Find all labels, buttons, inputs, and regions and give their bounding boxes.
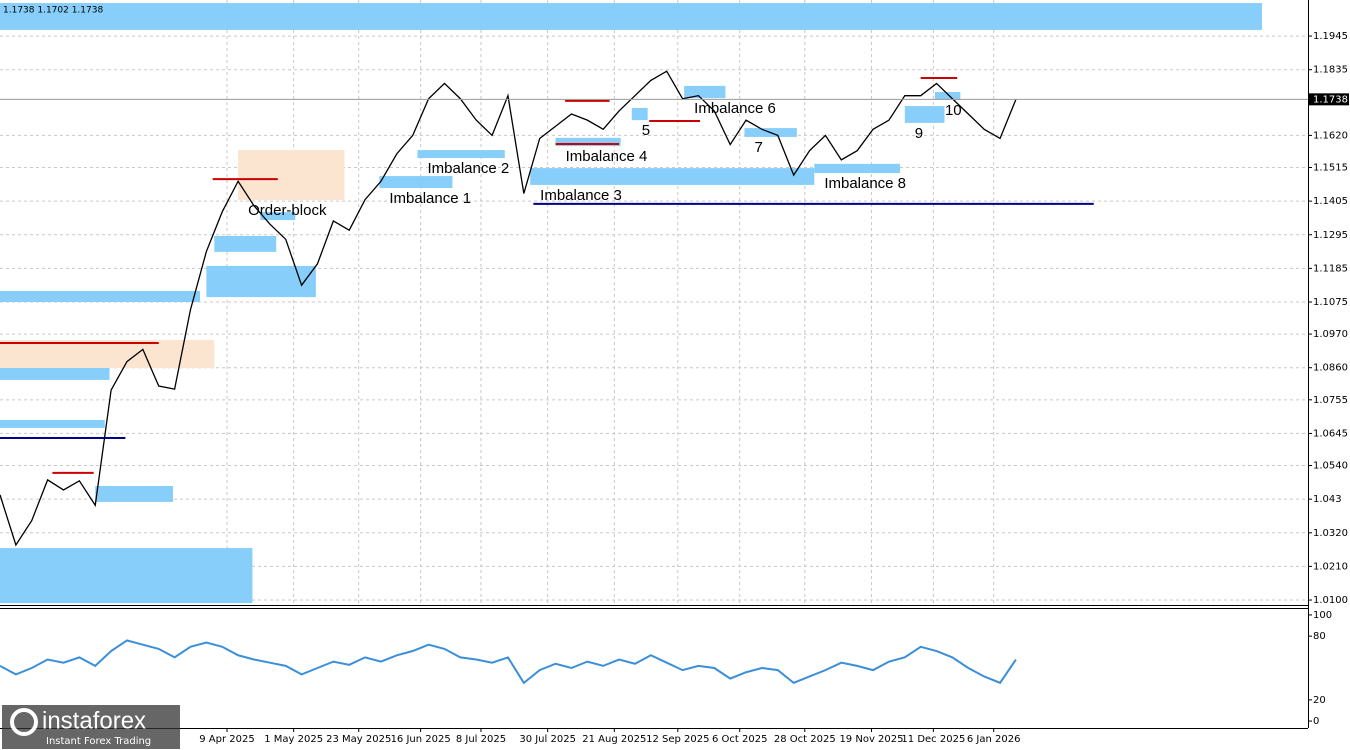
series-line — [0, 70, 1017, 547]
y-tick-label: 0 — [1313, 716, 1319, 727]
x-tick-label: 19 Nov 2025 — [839, 734, 903, 745]
zone — [934, 92, 961, 100]
zone — [0, 339, 215, 369]
zone — [379, 176, 453, 188]
zone-label: Imbalance 2 — [427, 160, 509, 177]
watermark-brand: instaforex — [42, 707, 146, 734]
zone-label: Imbalance 8 — [824, 175, 906, 192]
zone — [684, 85, 726, 99]
x-tick-label: 1 May 2025 — [264, 734, 323, 745]
y-tick-label: 1.1075 — [1313, 297, 1348, 308]
y-tick-label: 100 — [1313, 610, 1332, 621]
zone — [814, 163, 901, 174]
x-tick-label: 6 Jan 2026 — [967, 734, 1021, 745]
zone-label: 10 — [945, 102, 962, 119]
x-tick-label: 28 Oct 2025 — [774, 734, 836, 745]
y-tick-label: 1.0645 — [1313, 428, 1348, 439]
zone — [206, 265, 316, 298]
zone — [904, 106, 945, 123]
series-line — [0, 639, 1017, 685]
y-tick-label: 1.0860 — [1313, 363, 1348, 374]
last-price-box — [1309, 93, 1349, 106]
zone — [631, 107, 648, 121]
zone — [95, 486, 174, 502]
y-tick-label: 1.0540 — [1313, 461, 1348, 472]
zone — [555, 137, 621, 147]
zone — [214, 235, 277, 252]
y-tick-label: 20 — [1313, 695, 1326, 706]
zone-label: 7 — [754, 139, 762, 156]
last-price-label: 1.1738 — [1313, 94, 1348, 105]
y-tick-label: 1.1295 — [1313, 230, 1348, 241]
zone — [530, 168, 815, 185]
zone — [0, 290, 201, 302]
zone-label: Imbalance 3 — [540, 187, 622, 204]
y-tick-label: 1.0320 — [1313, 528, 1348, 539]
zone — [0, 548, 253, 604]
zone-label: 5 — [642, 122, 650, 139]
x-tick-label: 21 Aug 2025 — [582, 734, 646, 745]
x-tick-label: 12 Sep 2025 — [646, 734, 709, 745]
zone — [0, 3, 1262, 30]
y-tick-label: 1.1185 — [1313, 263, 1348, 274]
zone — [417, 150, 505, 159]
header-quote: 1.1738 1.1702 1.1738 — [3, 6, 103, 16]
y-tick-label: 1.0210 — [1313, 561, 1348, 572]
zone — [0, 419, 105, 428]
x-tick-label: 11 Dec 2025 — [901, 734, 965, 745]
y-tick-label: 1.1515 — [1313, 163, 1348, 174]
y-tick-label: 1.1405 — [1313, 196, 1348, 207]
y-tick-label: 1.043 — [1313, 494, 1342, 505]
x-tick-label: 16 Jun 2025 — [391, 734, 451, 745]
x-tick-label: 9 Apr 2025 — [199, 734, 254, 745]
y-tick-label: 1.1835 — [1313, 65, 1348, 76]
x-tick-label: 6 Oct 2025 — [712, 734, 767, 745]
x-tick-label: 8 Jul 2025 — [456, 734, 506, 745]
x-tick-label: 23 May 2025 — [326, 734, 391, 745]
y-tick-label: 1.1620 — [1313, 130, 1348, 141]
y-tick-label: 1.1945 — [1313, 31, 1348, 42]
watermark-tagline: Instant Forex Trading — [46, 736, 151, 747]
price-panel: 1.1945 1.1835 1.1620 1.1515 1.1405 1.1295 1.11… — [0, 0, 1349, 606]
y-tick-label: 80 — [1313, 631, 1326, 642]
zone-label: Imbalance 4 — [566, 148, 648, 165]
zone-label: 9 — [915, 125, 923, 142]
y-tick-label: 1.0755 — [1313, 395, 1348, 406]
watermark: instaforex Instant Forex Trading — [2, 705, 180, 749]
watermark-logo — [10, 708, 38, 736]
y-tick-label: 1.0100 — [1313, 595, 1348, 606]
x-tick-label: 30 Jul 2025 — [519, 734, 576, 745]
zone — [260, 212, 296, 221]
zone — [238, 150, 345, 200]
zone-label: Imbalance 1 — [389, 190, 471, 207]
y-tick-label: 1.0970 — [1313, 329, 1348, 340]
zone-label: Order-block — [248, 202, 327, 219]
